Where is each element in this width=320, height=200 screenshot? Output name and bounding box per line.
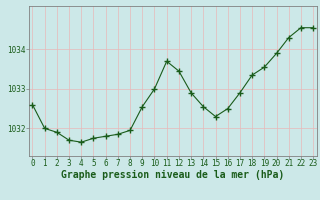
X-axis label: Graphe pression niveau de la mer (hPa): Graphe pression niveau de la mer (hPa) <box>61 170 284 180</box>
